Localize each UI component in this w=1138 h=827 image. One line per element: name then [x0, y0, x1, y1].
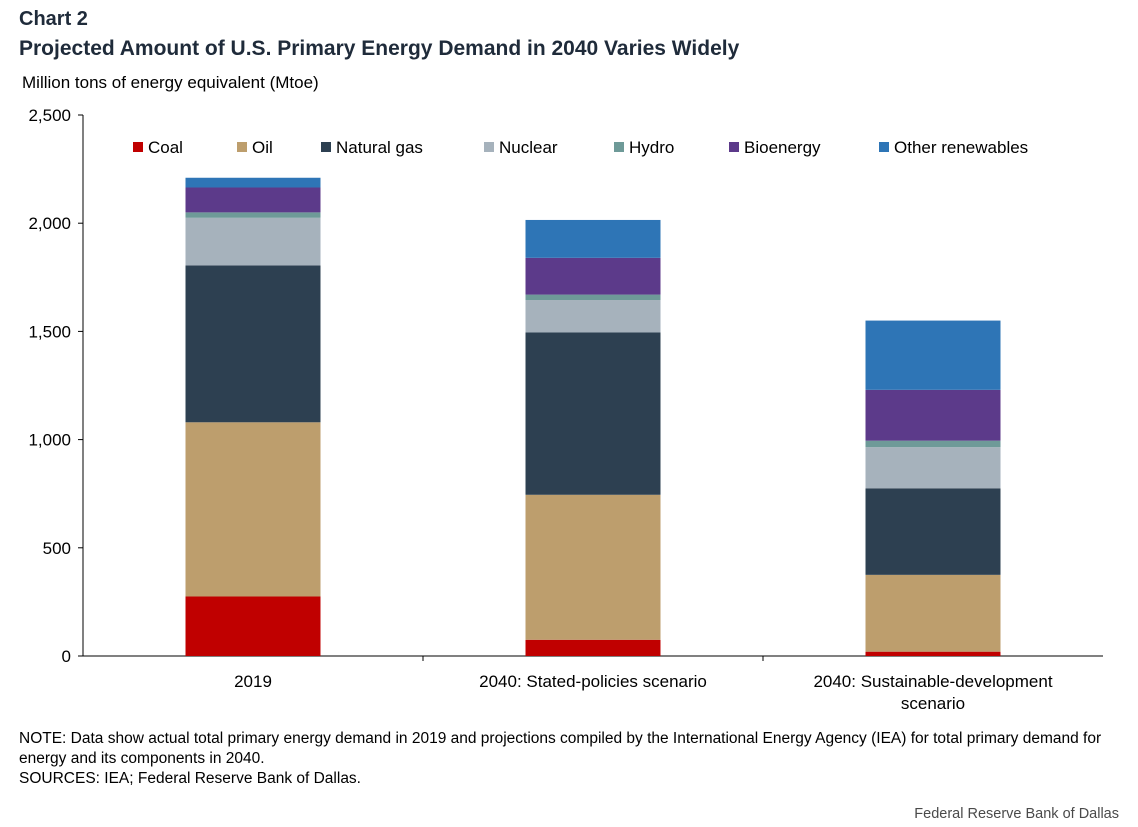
x-category-label: scenario [901, 694, 965, 713]
x-category-label: 2019 [234, 672, 272, 691]
bar-segment-hydro [185, 212, 321, 218]
x-category-label: 2040: Stated-policies scenario [479, 672, 707, 691]
bar-segment-natural-gas [865, 488, 1001, 575]
bar-segment-coal [185, 596, 321, 656]
bar-segment-nuclear [525, 300, 661, 333]
y-tick-label: 2,500 [28, 106, 71, 125]
legend-label: Natural gas [336, 138, 423, 157]
legend-label: Oil [252, 138, 273, 157]
note-text: NOTE: Data show actual total primary ene… [19, 730, 1102, 767]
legend-swatch [237, 142, 247, 152]
bar-segment-oil [525, 494, 661, 640]
legend-label: Nuclear [499, 138, 558, 157]
sources-text: SOURCES: IEA; Federal Reserve Bank of Da… [19, 770, 361, 787]
bar-segment-hydro [525, 294, 661, 301]
bar-segment-coal [525, 639, 661, 656]
bar-segment-hydro [865, 440, 1001, 448]
legend-swatch [484, 142, 494, 152]
bar-segment-coal [865, 651, 1001, 656]
bar-segment-bioenergy [185, 187, 321, 213]
y-axis-unit-label: Million tons of energy equivalent (Mtoe) [22, 73, 319, 92]
legend-swatch [879, 142, 889, 152]
stacked-bar-chart: 0 500 1,000 1,500 2,000 2,500 2019 2040: Stated… [28, 106, 1103, 713]
bar-segment-other-renewables [185, 177, 321, 188]
y-tick-label: 500 [43, 539, 71, 558]
notes-block: NOTE: Data show actual total primary ene… [19, 729, 1109, 789]
bar-segment-other-renewables [525, 219, 661, 258]
credit-text: Federal Reserve Bank of Dallas [914, 806, 1119, 822]
legend-label: Bioenergy [744, 138, 821, 157]
legend-swatch [321, 142, 331, 152]
y-tick-label: 0 [62, 647, 71, 666]
legend-swatch [133, 142, 143, 152]
y-tick-label: 1,500 [28, 322, 71, 341]
legend-swatch [729, 142, 739, 152]
x-category-label: 2040: Sustainable-development [813, 672, 1052, 691]
y-tick-label: 2,000 [28, 214, 71, 233]
bar-segment-oil [865, 574, 1001, 652]
bar-segment-bioenergy [525, 257, 661, 295]
chart-number: Chart 2 [19, 8, 88, 30]
bar-segment-nuclear [865, 447, 1001, 489]
bar-segment-oil [185, 422, 321, 597]
legend-label: Hydro [629, 138, 674, 157]
legend-swatch [614, 142, 624, 152]
chart-title: Projected Amount of U.S. Primary Energy … [19, 37, 740, 60]
legend-label: Other renewables [894, 138, 1028, 157]
bar-segment-natural-gas [185, 265, 321, 423]
bar-segment-bioenergy [865, 389, 1001, 441]
y-tick-label: 1,000 [28, 431, 71, 450]
bar-segment-other-renewables [865, 320, 1001, 390]
bar-segment-nuclear [185, 217, 321, 266]
bar-segment-natural-gas [525, 332, 661, 495]
legend-label: Coal [148, 138, 183, 157]
